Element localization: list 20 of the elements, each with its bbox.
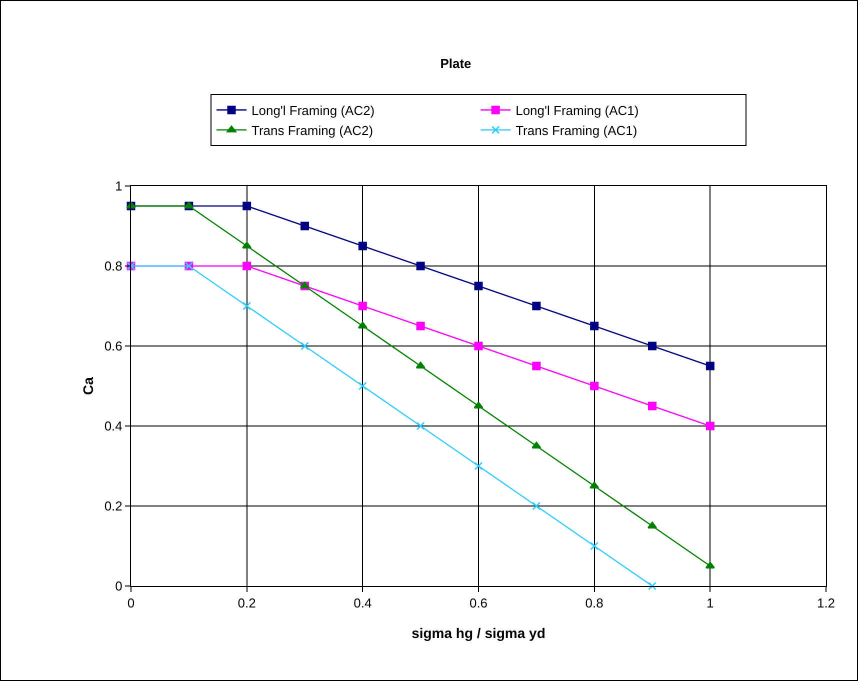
y-tick-label: 0.6 [104,338,122,354]
y-tick-label: 1 [115,178,122,194]
x-tick-label: 1 [706,596,714,611]
x-tick-label: 0 [127,596,135,611]
y-tick-label: 0.4 [104,418,122,434]
y-tick-label: 0.2 [104,498,122,514]
chart-title: Plate [440,56,472,71]
x-tick-label: 0.6 [469,596,488,611]
x-tick-label: 1.2 [816,596,836,611]
y-tick-label: 0.8 [104,258,122,274]
x-axis-title: sigma hg / sigma yd [412,624,546,641]
y-tick-label: 0 [115,578,122,594]
x-tick-label: 0.4 [354,596,372,611]
x-tick-label: 0.8 [585,596,604,611]
legend-label: Long'l Framing (AC2) [252,103,375,118]
legend-label: Trans Framing (AC2) [252,122,374,138]
y-axis-title: Ca [80,376,96,395]
x-tick-label: 0.2 [238,596,256,611]
legend-label: Trans Framing (AC1) [516,122,638,138]
legend-label: Long'l Framing (AC1) [516,103,639,118]
